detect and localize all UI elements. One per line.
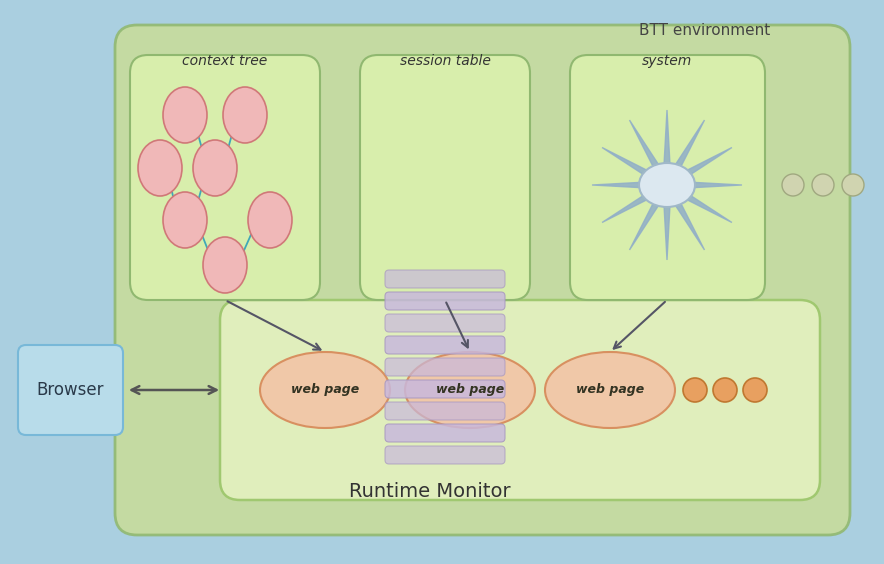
Ellipse shape bbox=[812, 174, 834, 196]
FancyBboxPatch shape bbox=[385, 336, 505, 354]
Text: session table: session table bbox=[400, 54, 491, 68]
FancyBboxPatch shape bbox=[385, 402, 505, 420]
FancyBboxPatch shape bbox=[385, 424, 505, 442]
FancyBboxPatch shape bbox=[220, 300, 820, 500]
Polygon shape bbox=[673, 120, 705, 171]
Text: web page: web page bbox=[575, 384, 644, 396]
FancyBboxPatch shape bbox=[385, 270, 505, 288]
Text: Browser: Browser bbox=[36, 381, 103, 399]
FancyBboxPatch shape bbox=[385, 292, 505, 310]
Polygon shape bbox=[673, 199, 705, 250]
Polygon shape bbox=[602, 148, 653, 179]
Ellipse shape bbox=[138, 140, 182, 196]
Text: system: system bbox=[642, 54, 692, 68]
Ellipse shape bbox=[842, 174, 864, 196]
Ellipse shape bbox=[683, 378, 707, 402]
FancyBboxPatch shape bbox=[360, 55, 530, 300]
Polygon shape bbox=[681, 191, 732, 223]
Ellipse shape bbox=[713, 378, 737, 402]
FancyBboxPatch shape bbox=[18, 345, 123, 435]
Polygon shape bbox=[592, 182, 649, 188]
Text: Runtime Monitor: Runtime Monitor bbox=[349, 482, 511, 501]
Ellipse shape bbox=[782, 174, 804, 196]
Ellipse shape bbox=[163, 87, 207, 143]
Ellipse shape bbox=[203, 237, 247, 293]
Ellipse shape bbox=[193, 140, 237, 196]
Ellipse shape bbox=[639, 163, 695, 207]
FancyBboxPatch shape bbox=[385, 314, 505, 332]
Text: BTT environment: BTT environment bbox=[639, 23, 770, 38]
FancyBboxPatch shape bbox=[570, 55, 765, 300]
Ellipse shape bbox=[405, 352, 535, 428]
Ellipse shape bbox=[743, 378, 767, 402]
FancyBboxPatch shape bbox=[385, 358, 505, 376]
Ellipse shape bbox=[223, 87, 267, 143]
Ellipse shape bbox=[260, 352, 390, 428]
Text: context tree: context tree bbox=[182, 54, 268, 68]
FancyBboxPatch shape bbox=[385, 446, 505, 464]
Polygon shape bbox=[629, 199, 661, 250]
FancyBboxPatch shape bbox=[385, 380, 505, 398]
Ellipse shape bbox=[248, 192, 292, 248]
Text: web page: web page bbox=[436, 384, 504, 396]
FancyBboxPatch shape bbox=[130, 55, 320, 300]
Polygon shape bbox=[629, 120, 661, 171]
FancyBboxPatch shape bbox=[115, 25, 850, 535]
Polygon shape bbox=[664, 110, 670, 168]
Polygon shape bbox=[602, 191, 653, 223]
Polygon shape bbox=[664, 202, 670, 260]
Ellipse shape bbox=[163, 192, 207, 248]
Polygon shape bbox=[681, 148, 732, 179]
Text: web page: web page bbox=[291, 384, 359, 396]
Ellipse shape bbox=[545, 352, 675, 428]
Polygon shape bbox=[685, 182, 742, 188]
